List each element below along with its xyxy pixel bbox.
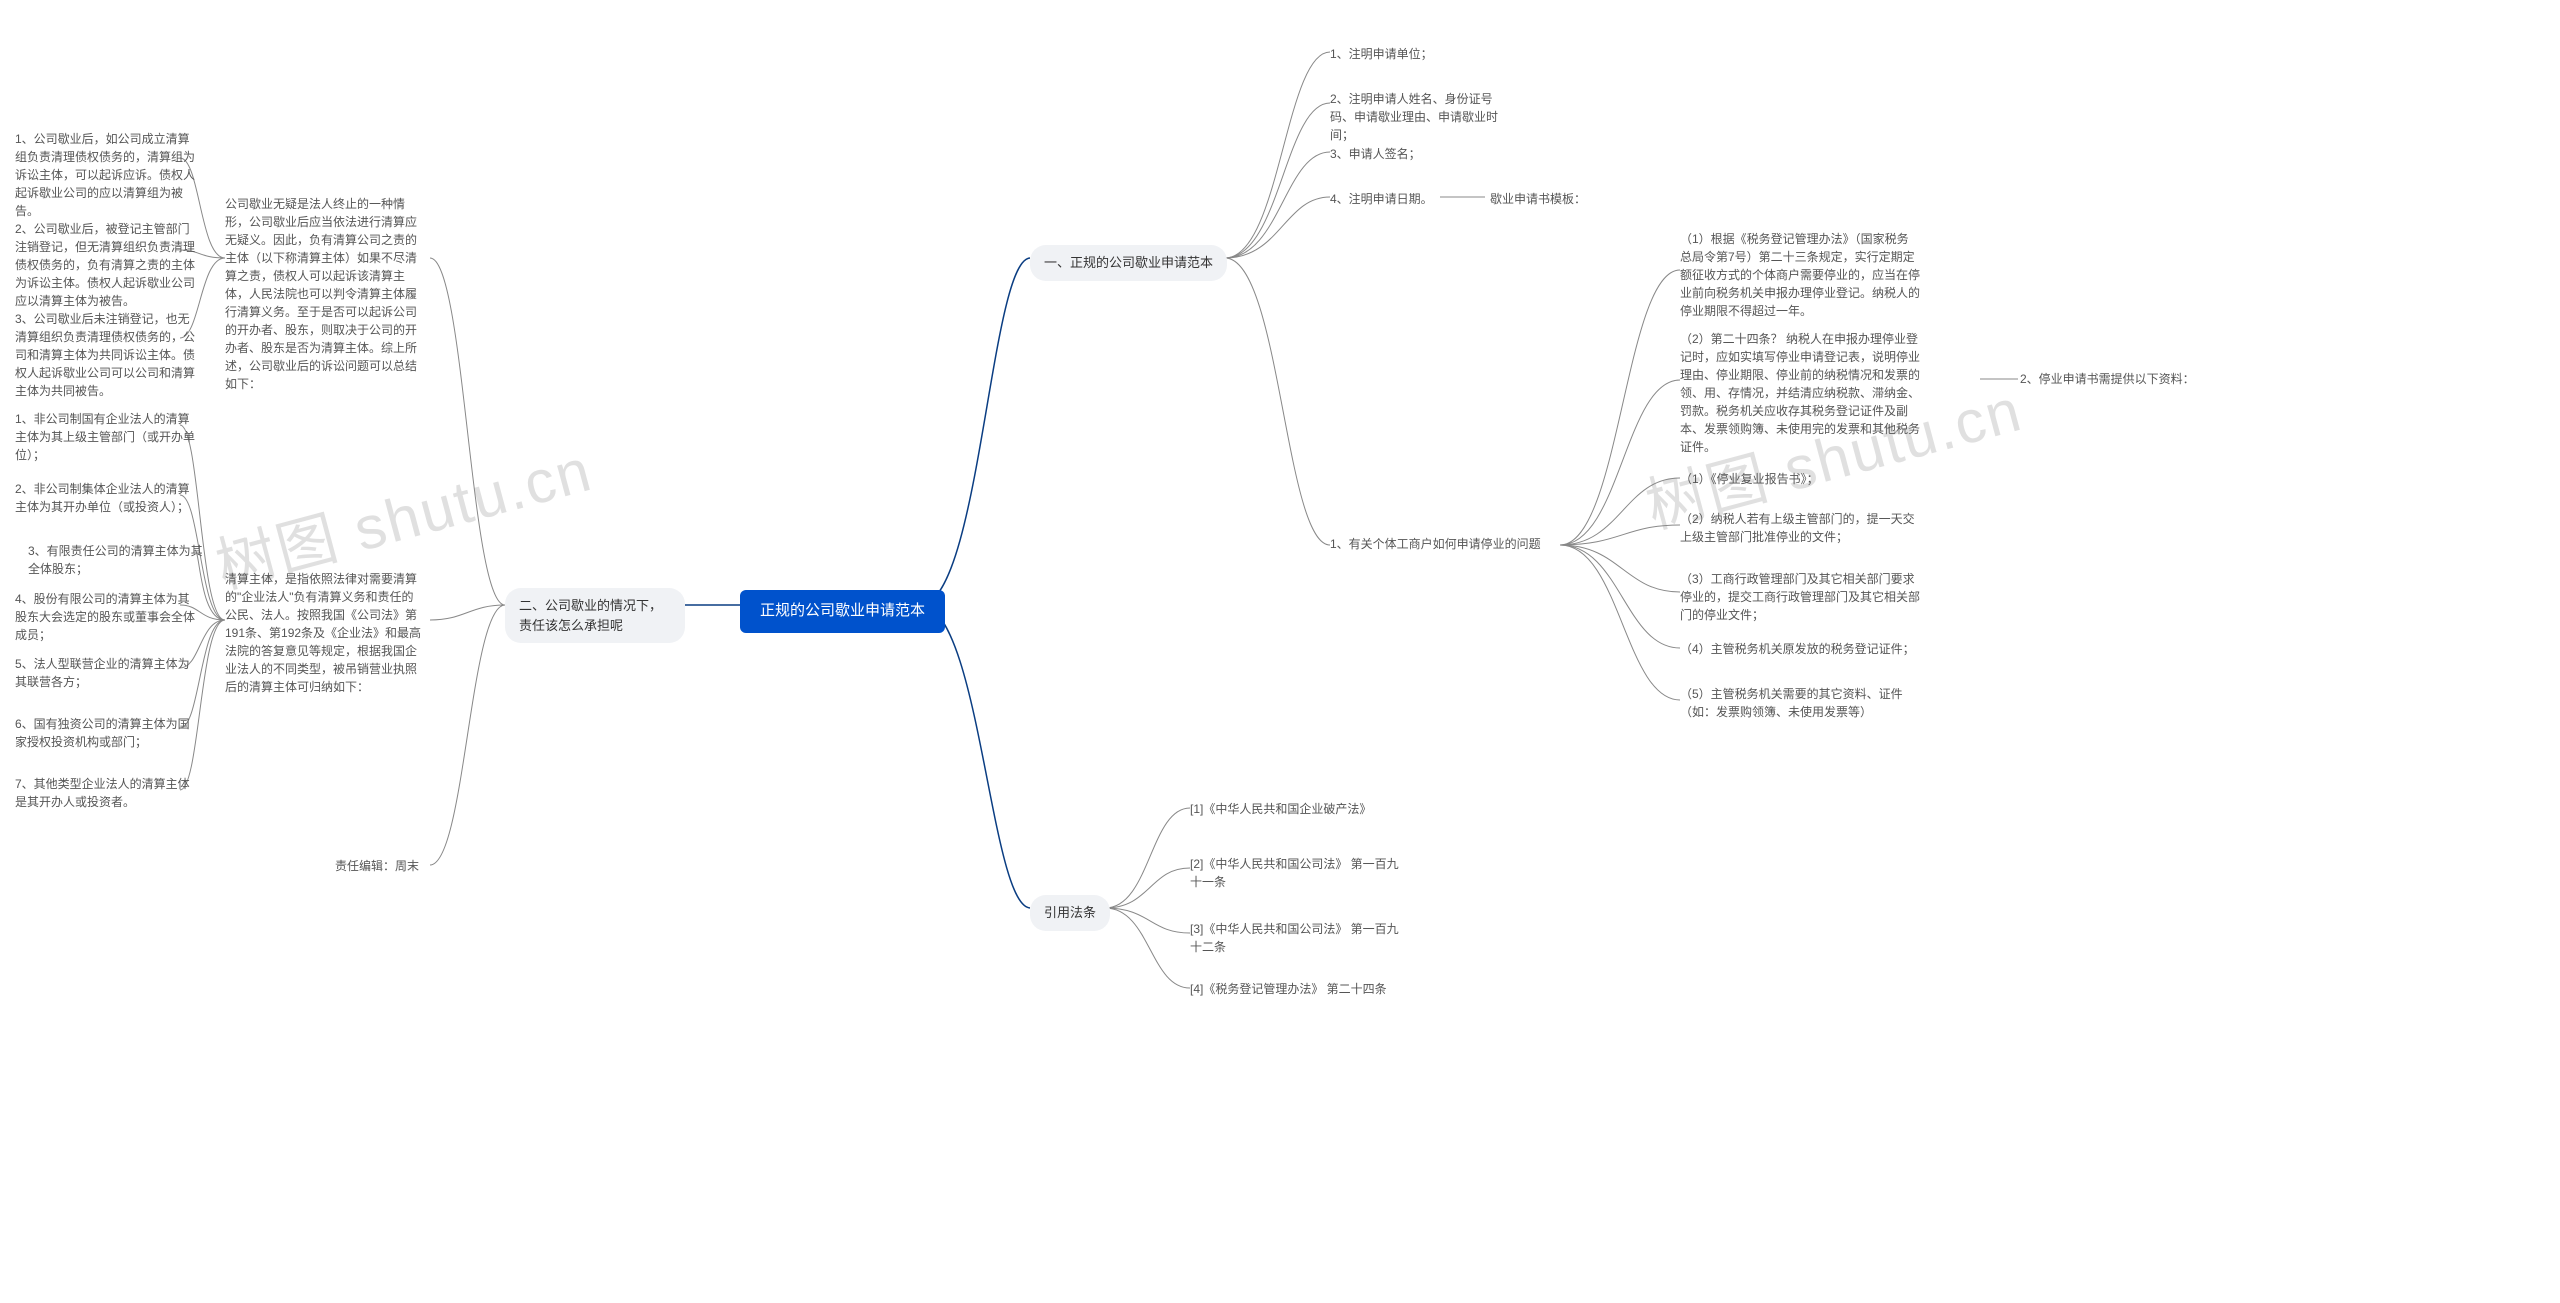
a-item-1: 1、公司歇业后，如公司成立清算组负责清理债权债务的，清算组为诉讼主体，可以起诉应… <box>15 130 195 220</box>
sec1-item-4-link: 歇业申请书模板： <box>1490 190 1586 208</box>
ref-4: [4]《税务登记管理办法》 第二十四条 <box>1190 980 1387 998</box>
q-item-4: （2）纳税人若有上级主管部门的，提一天交上级主管部门批准停业的文件； <box>1680 510 1920 546</box>
sec2-c-editor: 责任编辑：周末 <box>335 857 419 875</box>
q-item-6: （4）主管税务机关原发放的税务登记证件； <box>1680 640 1915 658</box>
sec2-a: 公司歇业无疑是法人终止的一种情形，公司歇业后应当依法进行清算应无疑义。因此，负有… <box>225 195 425 393</box>
ref-2: [2]《中华人民共和国公司法》 第一百九十一条 <box>1190 855 1410 891</box>
b-item-4: 4、股份有限公司的清算主体为其股东大会选定的股东或董事会全体成员； <box>15 590 195 644</box>
ref-1: [1]《中华人民共和国企业破产法》 <box>1190 800 1371 818</box>
section-1[interactable]: 一、正规的公司歇业申请范本 <box>1030 245 1227 281</box>
b-item-3: 3、有限责任公司的清算主体为其全体股东； <box>28 542 208 578</box>
a-item-2: 2、公司歇业后，被登记主管部门注销登记，但无清算组织负责清理债权债务的，负有清算… <box>15 220 195 310</box>
section-refs[interactable]: 引用法条 <box>1030 895 1110 931</box>
q-item-3: （1）《停业复业报告书》； <box>1680 470 1819 488</box>
q-item-2-link: 2、停业申请书需提供以下资料： <box>2020 370 2195 388</box>
sec1-item-3: 3、申请人签名； <box>1330 145 1421 163</box>
b-item-6: 6、国有独资公司的清算主体为国家授权投资机构或部门； <box>15 715 195 751</box>
b-item-5: 5、法人型联营企业的清算主体为其联营各方； <box>15 655 195 691</box>
sec1-item-4: 4、注明申请日期。 <box>1330 190 1433 208</box>
a-item-3: 3、公司歇业后未注销登记，也无清算组织负责清理债权债务的，公司和清算主体为共同诉… <box>15 310 195 400</box>
sec1-question: 1、有关个体工商户如何申请停业的问题 <box>1330 535 1541 553</box>
q-item-1: （1）根据《税务登记管理办法》（国家税务总局令第7号）第二十三条规定，实行定期定… <box>1680 230 1920 320</box>
q-item-2: （2）第二十四条？ 纳税人在申报办理停业登记时，应如实填写停业申请登记表，说明停… <box>1680 330 1920 456</box>
sec1-item-1: 1、注明申请单位； <box>1330 45 1433 63</box>
b-item-1: 1、非公司制国有企业法人的清算主体为其上级主管部门（或开办单位）； <box>15 410 195 464</box>
sec2-b: 清算主体，是指依照法律对需要清算的"企业法人"负有清算义务和责任的公民、法人。按… <box>225 570 425 696</box>
b-item-7: 7、其他类型企业法人的清算主体是其开办人或投资者。 <box>15 775 195 811</box>
q-item-7: （5）主管税务机关需要的其它资料、证件（如：发票购领簿、未使用发票等） <box>1680 685 1920 721</box>
b-item-2: 2、非公司制集体企业法人的清算主体为其开办单位（或投资人）； <box>15 480 195 516</box>
center-node[interactable]: 正规的公司歇业申请范本 <box>740 590 945 633</box>
q-item-5: （3）工商行政管理部门及其它相关部门要求停业的，提交工商行政管理部门及其它相关部… <box>1680 570 1920 624</box>
ref-3: [3]《中华人民共和国公司法》 第一百九十二条 <box>1190 920 1410 956</box>
sec1-item-2: 2、注明申请人姓名、身份证号码、申请歇业理由、申请歇业时间； <box>1330 90 1510 144</box>
section-2[interactable]: 二、公司歇业的情况下，责任该怎么承担呢 <box>505 588 685 643</box>
